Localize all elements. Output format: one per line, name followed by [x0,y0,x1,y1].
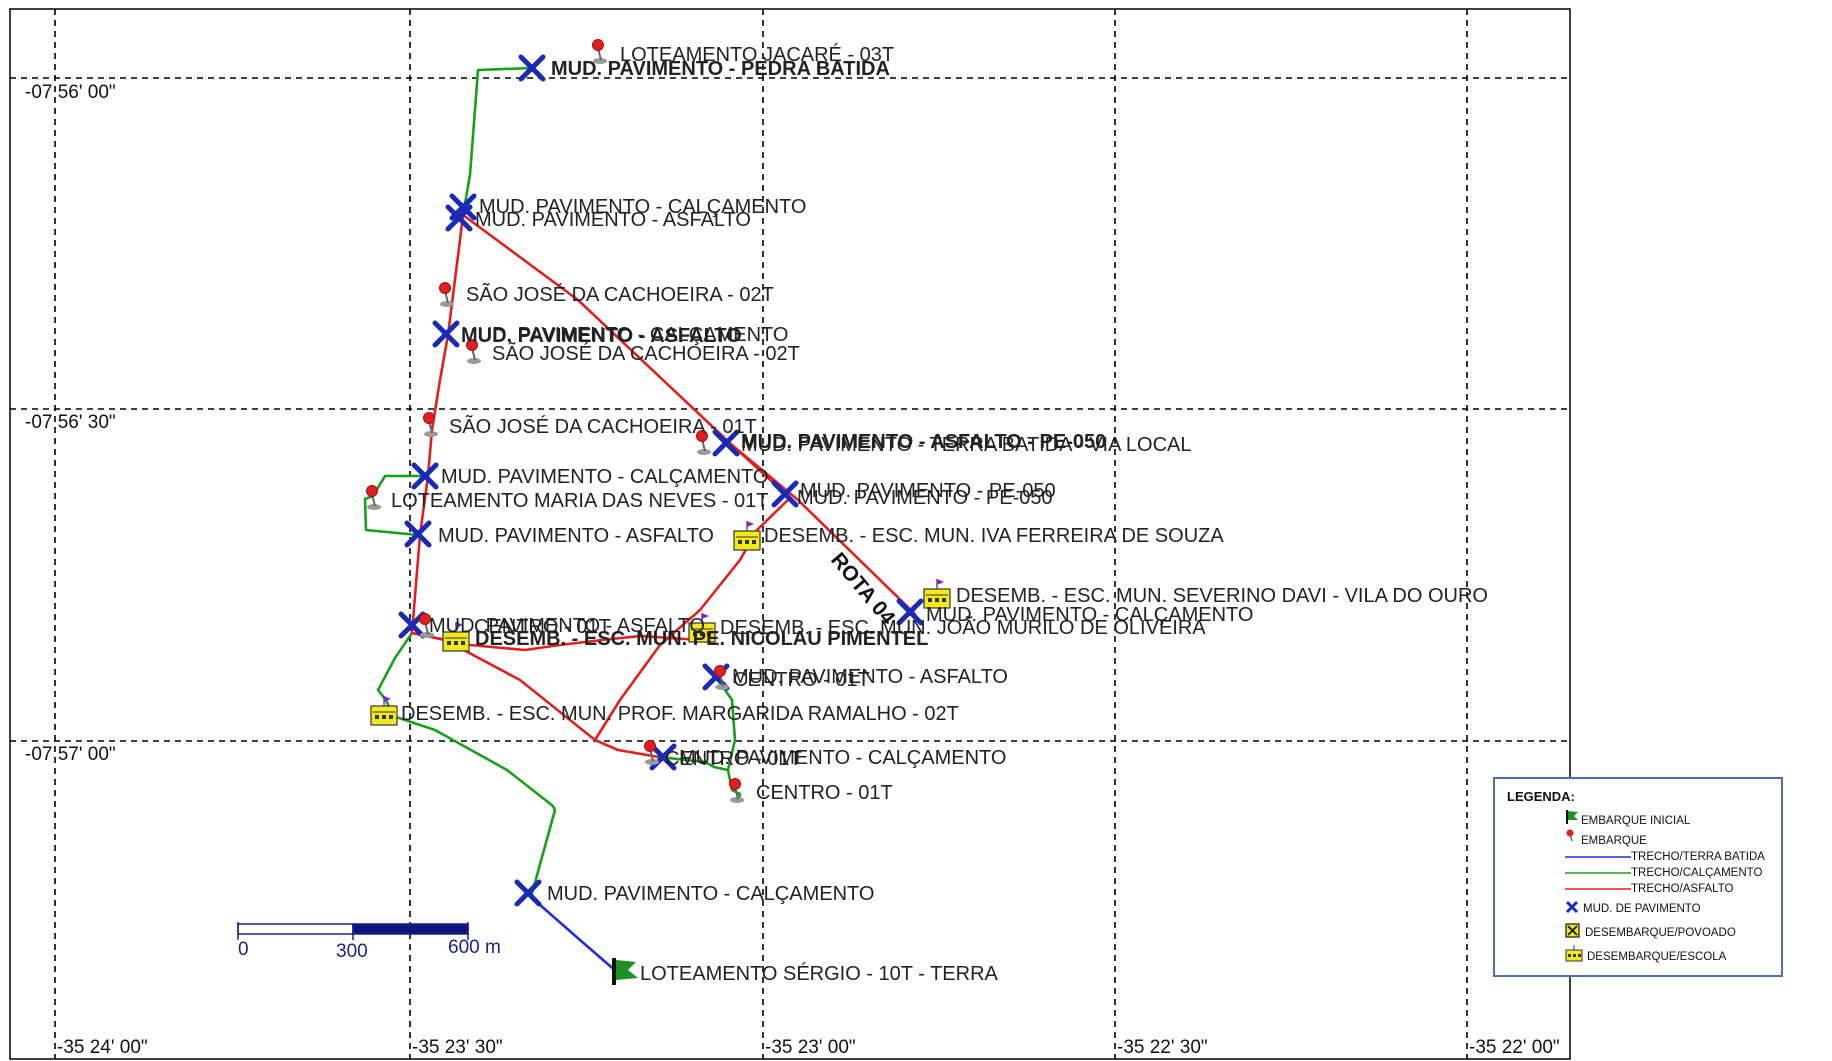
place-label: DESEMB. - ESC. MUN. IVA FERREIRA DE SOUZ… [764,525,1224,547]
school-icon [1565,945,1583,963]
place-label: SÃO JOSÉ DA CACHOEIRA - 02T [466,282,774,306]
line-calcamento [1565,871,1631,875]
lon-label: -35 23' 30" [412,1037,503,1058]
legend-item: EMBARQUE INICIAL [1581,815,1690,827]
lon-label: -35 23' 00" [765,1037,856,1058]
place-label: CENTRO - 01T [665,748,802,770]
place-label: SÃO JOSÉ DA CACHOEIRA - 02T [492,341,800,365]
lon-label: -35 22' 30" [1117,1037,1208,1058]
lat-label: -07 57' 00" [25,744,116,765]
place-label: MUD. PAVIMENTO - PE-050 [797,487,1053,509]
place-label: CENTRO - 01T [756,782,893,804]
legend-item: MUD. DE PAVIMENTO [1583,903,1701,915]
lat-label: -07 56' 30" [25,412,116,433]
place-label: DESEMB. - ESC. MUN. JOÃO MURILO DE OLIVE… [720,615,1206,639]
legend-item: TRECHO/TERRA BATIDA [1631,851,1765,863]
lon-label: -35 24' 00" [57,1037,148,1058]
x-mark-icon [1565,900,1579,914]
legend-item: EMBARQUE [1581,835,1647,847]
lat-label: -07 56' 00" [25,82,116,103]
legend-item: TRECHO/ASFALTO [1631,883,1733,895]
scale-label: 600 m [448,937,501,958]
place-label: MUD. PAVIMENTO - TERRA BATIDA - VIA LOCA… [741,434,1191,456]
place-label: MUD. PAVIMENTO - ASFALTO [438,525,714,547]
place-label: MUD. PAVIMENTO - PEDRA BATIDA [551,58,890,80]
legend-title: LEGENDA: [1507,789,1575,804]
place-label: DESEMB. - ESC. MUN. PROF. MARGARIDA RAMA… [401,703,959,725]
legend-item: DESEMBARQUE/ESCOLA [1587,951,1726,963]
lon-label: -35 22' 00" [1469,1037,1560,1058]
place-label: SÃO JOSÉ DA CACHOEIRA - 01T [449,414,757,438]
line-terra-batida [1565,855,1631,859]
village-icon [1565,923,1580,938]
place-label: CENTRO - 01T [733,669,870,691]
place-label: LOTEAMENTO MARIA DAS NEVES - 01T [391,490,769,512]
line-asfalto [1565,887,1631,891]
scale-label: 0 [238,939,249,960]
legend-item: TRECHO/CALÇAMENTO [1631,867,1762,879]
legend-item: DESEMBARQUE/POVOADO [1585,927,1736,939]
legend: LEGENDA: EMBARQUE INICIAL EMBARQUE TRECH… [1493,777,1783,977]
place-label: MUD. PAVIMENTO - CALÇAMENTO [441,466,768,488]
flag-icon [1565,809,1579,825]
pin-icon [1565,829,1577,843]
place-label: MUD. PAVIMENTO - ASFALTO [475,209,751,231]
place-label: LOTEAMENTO SÉRGIO - 10T - TERRA [640,962,999,985]
scale-label: 300 [336,941,368,962]
place-label: MUD. PAVIMENTO - CALÇAMENTO [547,883,874,905]
